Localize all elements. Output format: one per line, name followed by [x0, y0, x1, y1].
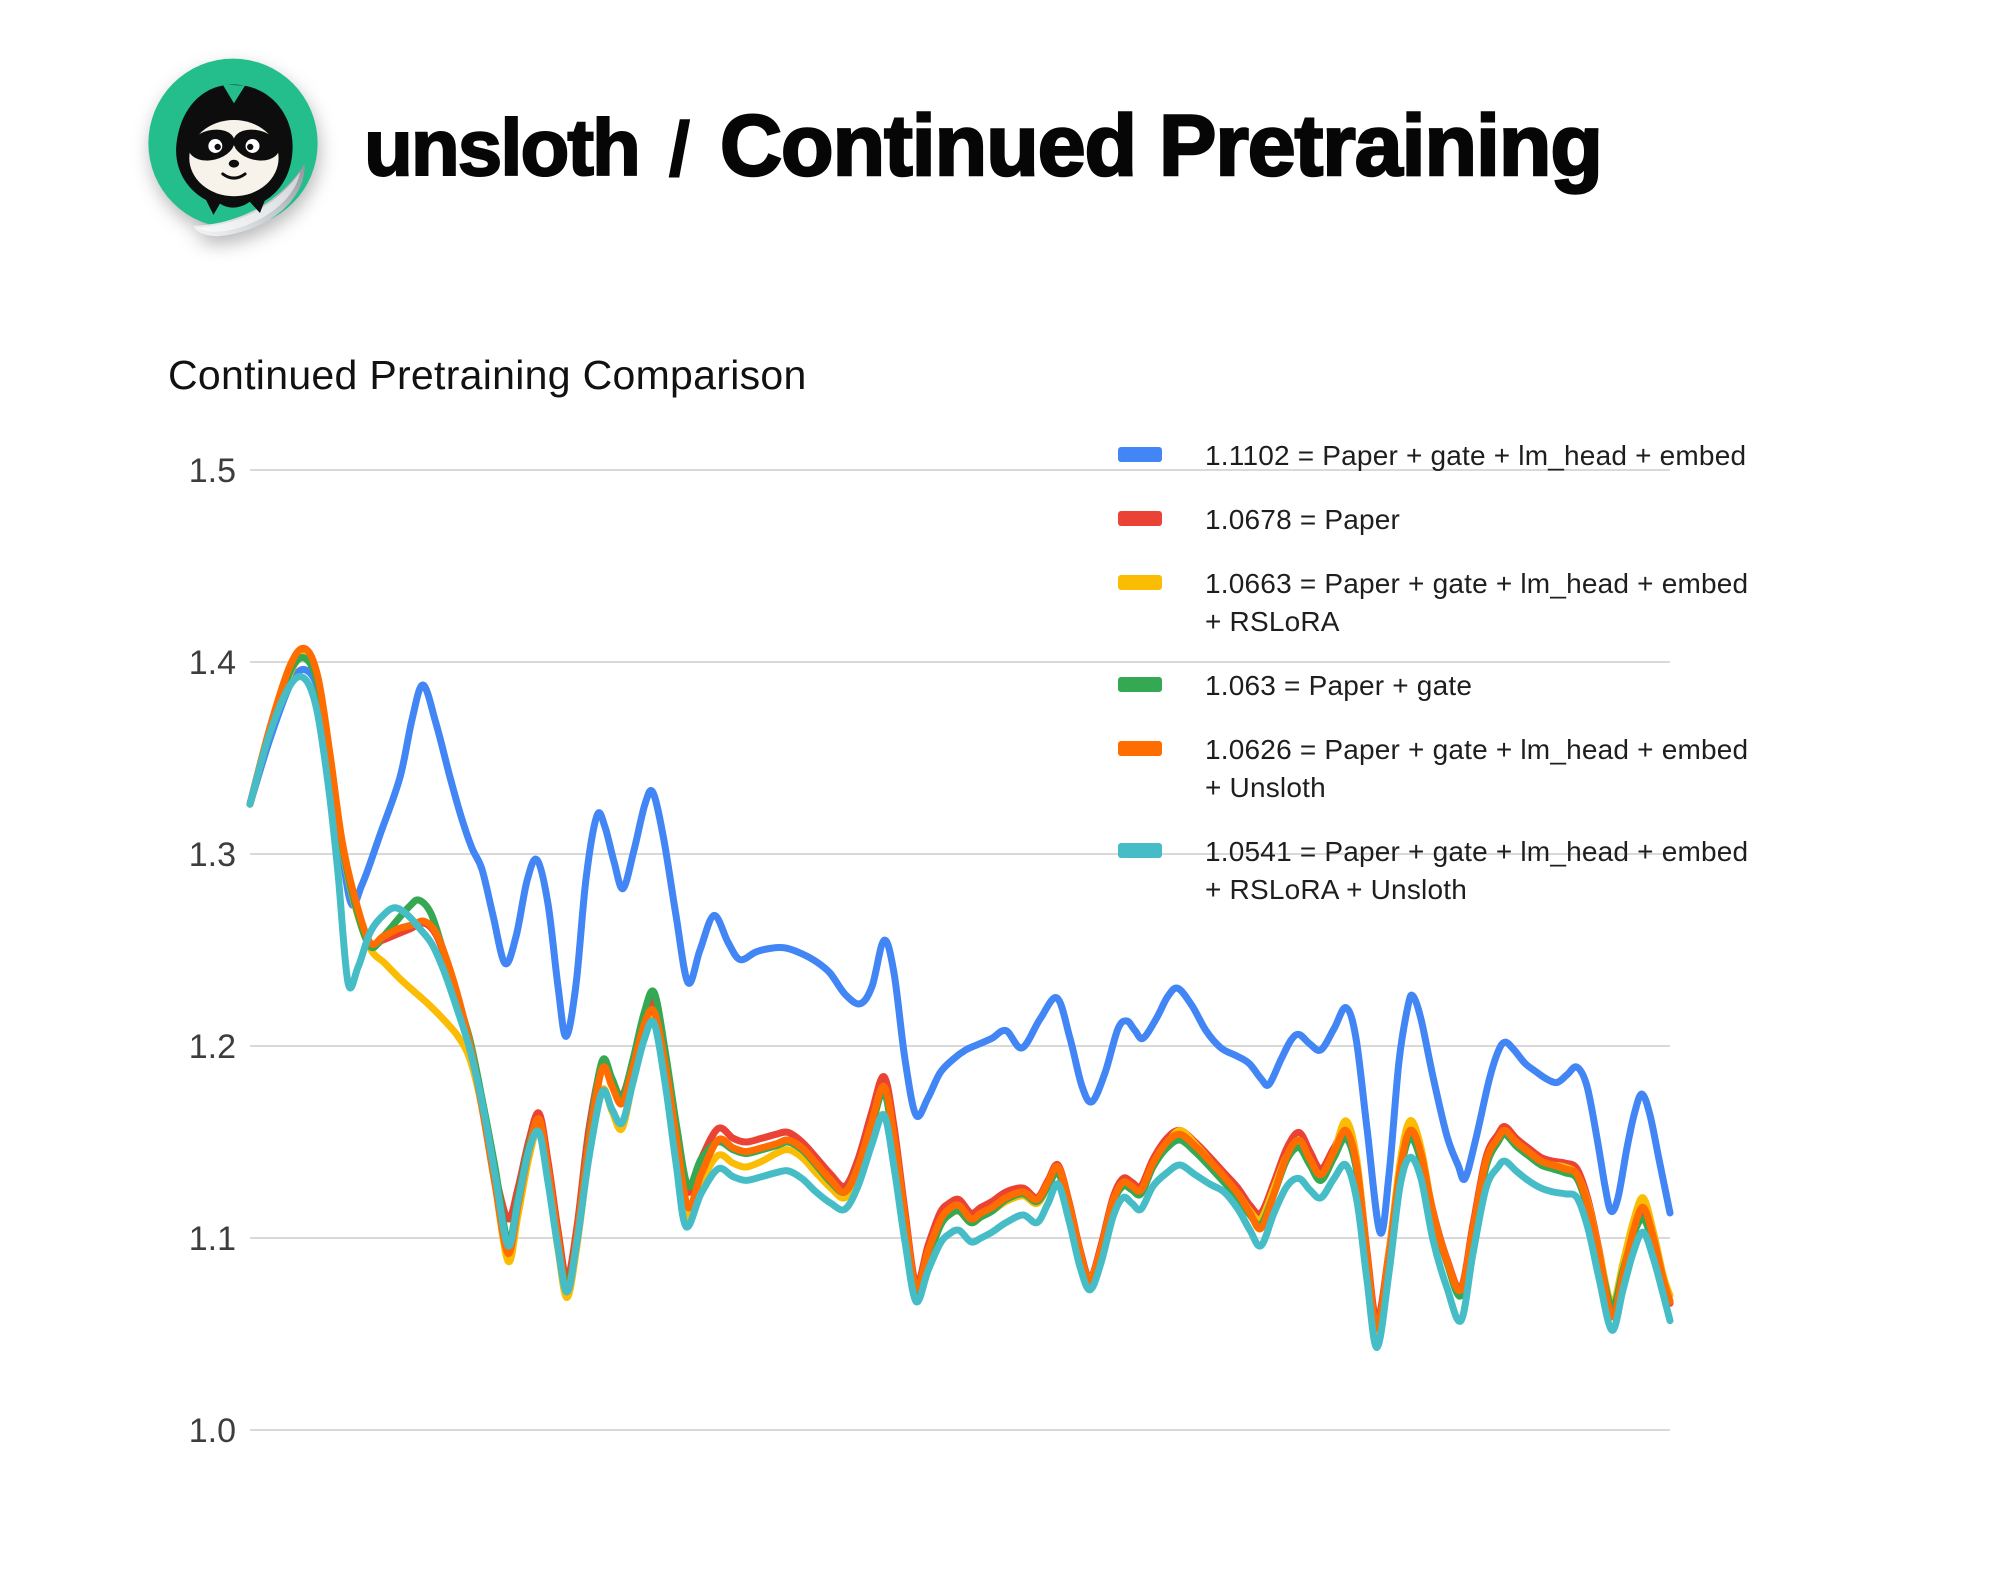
legend-item: 1.0663 = Paper + gate + lm_head + embed … [1118, 565, 1808, 641]
legend-item: 1.1102 = Paper + gate + lm_head + embed [1118, 437, 1808, 475]
legend-label-line2: + RSLoRA [1205, 606, 1340, 637]
y-axis-tick-label: 1.3 [189, 836, 236, 874]
brand-wordmark: unsloth [363, 102, 642, 193]
legend-swatch-icon [1118, 741, 1162, 756]
chart-title: Continued Pretraining Comparison [168, 352, 807, 398]
series-line-paper-gate-lmhead-embed-rslora-unsloth [246, 673, 1674, 1351]
legend-swatch-icon [1118, 447, 1162, 462]
page-title: Continued Pretraining [719, 96, 1605, 195]
legend-item: 1.0541 = Paper + gate + lm_head + embed … [1118, 833, 1808, 909]
y-axis-tick-label: 1.0 [189, 1412, 236, 1450]
legend-label-line2: + RSLoRA + Unsloth [1205, 874, 1467, 905]
legend-label: 1.0626 = Paper + gate + lm_head + embed [1205, 734, 1749, 765]
legend-item: 1.063 = Paper + gate [1118, 667, 1808, 705]
y-axis-tick-label: 1.4 [189, 644, 236, 682]
legend-label: 1.0541 = Paper + gate + lm_head + embed [1205, 836, 1749, 867]
series-line-paper-gate-lmhead-embed-unsloth [246, 644, 1674, 1332]
legend-label: 1.0678 = Paper [1205, 504, 1401, 535]
sloth-face-icon [176, 84, 293, 215]
legend-label: 1.1102 = Paper + gate + lm_head + embed [1205, 440, 1747, 471]
header: unsloth / Continued Pretraining [140, 52, 1605, 240]
y-axis-tick-label: 1.1 [189, 1220, 236, 1258]
legend-swatch-icon [1118, 677, 1162, 692]
legend-swatch-icon [1118, 575, 1162, 590]
y-axis-tick-label: 1.2 [189, 1028, 236, 1066]
legend-swatch-icon [1118, 843, 1162, 858]
legend-label-line2: + Unsloth [1205, 772, 1326, 803]
unsloth-logo sloth-sticker-icon [148, 58, 318, 237]
legend-item: 1.0678 = Paper [1118, 501, 1808, 539]
y-axis-tick-label: 1.5 [189, 452, 236, 490]
legend-item: 1.0626 = Paper + gate + lm_head + embed … [1118, 731, 1808, 807]
legend-label: 1.0663 = Paper + gate + lm_head + embed [1205, 568, 1749, 599]
legend-swatch-icon [1118, 511, 1162, 526]
chart-legend: 1.1102 = Paper + gate + lm_head + embed … [1118, 437, 1808, 935]
legend-label: 1.063 = Paper + gate [1205, 670, 1473, 701]
breadcrumb-separator: / [668, 106, 691, 193]
series-line-paper-gate-lmhead-embed [246, 665, 1674, 1237]
